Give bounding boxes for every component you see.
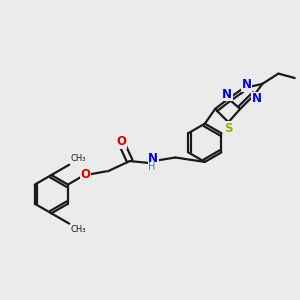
Text: H: H	[148, 162, 155, 172]
Text: N: N	[222, 88, 232, 101]
Text: S: S	[224, 122, 233, 135]
Text: N: N	[251, 92, 261, 105]
Text: N: N	[148, 152, 158, 166]
Text: O: O	[81, 168, 91, 181]
Text: O: O	[116, 135, 126, 148]
Text: CH₃: CH₃	[71, 225, 86, 234]
Text: N: N	[242, 78, 252, 91]
Text: CH₃: CH₃	[71, 154, 86, 163]
